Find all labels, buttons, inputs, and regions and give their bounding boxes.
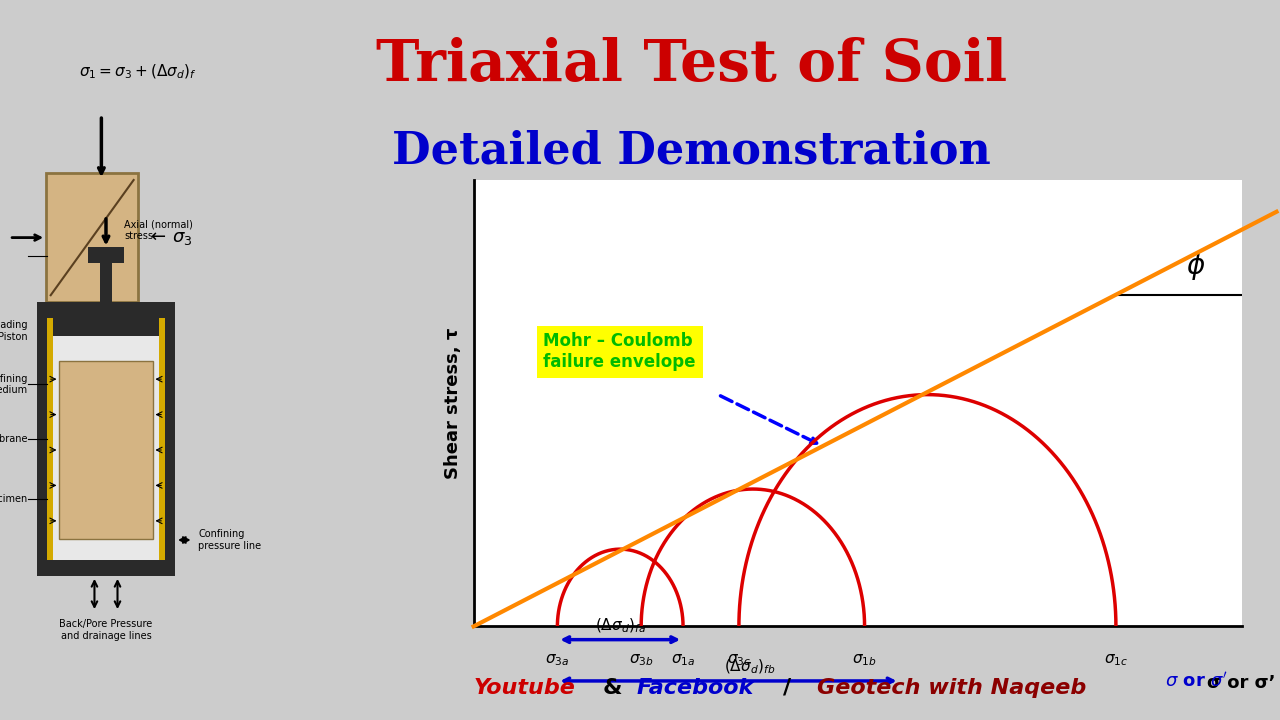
- Bar: [47, 318, 165, 560]
- Text: Specimen: Specimen: [0, 495, 28, 505]
- Text: σ or σ’: σ or σ’: [1207, 674, 1276, 692]
- Text: $(\Delta\sigma_d)_{fa}$: $(\Delta\sigma_d)_{fa}$: [595, 617, 645, 635]
- Bar: [37, 302, 175, 576]
- Text: Youtube: Youtube: [474, 678, 576, 698]
- Text: Axial (normal)
stress: Axial (normal) stress: [124, 220, 193, 241]
- Text: $\sigma_{1c}$: $\sigma_{1c}$: [1103, 652, 1128, 668]
- Text: $\sigma_{1b}$: $\sigma_{1b}$: [852, 652, 877, 668]
- Text: &: &: [603, 678, 622, 698]
- Text: Membrane: Membrane: [0, 434, 28, 444]
- Text: Back/Pore Pressure
and drainage lines: Back/Pore Pressure and drainage lines: [59, 619, 152, 641]
- Text: Facebook: Facebook: [637, 678, 754, 698]
- Text: $\leftarrow\,\sigma_3$: $\leftarrow\,\sigma_3$: [147, 229, 193, 246]
- Text: Geotech with Naqeeb: Geotech with Naqeeb: [817, 678, 1087, 698]
- Bar: [100, 263, 113, 302]
- Text: Detailed Demonstration: Detailed Demonstration: [392, 130, 991, 173]
- Text: Confining
medium: Confining medium: [0, 374, 28, 395]
- Text: $\sigma$ or $\sigma'$: $\sigma$ or $\sigma'$: [1165, 672, 1228, 690]
- Y-axis label: Shear stress, τ: Shear stress, τ: [444, 328, 462, 479]
- Bar: [46, 173, 138, 302]
- Text: $\sigma_{1a}$: $\sigma_{1a}$: [671, 652, 695, 668]
- Bar: [47, 318, 52, 560]
- Text: /: /: [782, 678, 791, 698]
- Text: $\sigma_{3a}$: $\sigma_{3a}$: [545, 652, 570, 668]
- Text: $(\Delta\sigma_d)_{fb}$: $(\Delta\sigma_d)_{fb}$: [723, 658, 776, 677]
- Bar: [59, 361, 152, 539]
- Text: $\sigma_{3b}$: $\sigma_{3b}$: [628, 652, 654, 668]
- Bar: [52, 318, 160, 336]
- Text: Triaxial Test of Soil: Triaxial Test of Soil: [375, 37, 1007, 93]
- Text: Mohr – Coulomb
failure envelope: Mohr – Coulomb failure envelope: [544, 333, 696, 371]
- Text: $\sigma_1 = \sigma_3 + (\Delta\sigma_d)_f$: $\sigma_1 = \sigma_3 + (\Delta\sigma_d)_…: [79, 63, 197, 81]
- Text: $\sigma_{3c}$: $\sigma_{3c}$: [727, 652, 751, 668]
- Text: Loading
Piston: Loading Piston: [0, 320, 28, 342]
- Bar: [87, 247, 124, 263]
- Text: $\phi$: $\phi$: [1185, 251, 1206, 282]
- Bar: [160, 318, 165, 560]
- Text: Confining
pressure line: Confining pressure line: [198, 529, 261, 551]
